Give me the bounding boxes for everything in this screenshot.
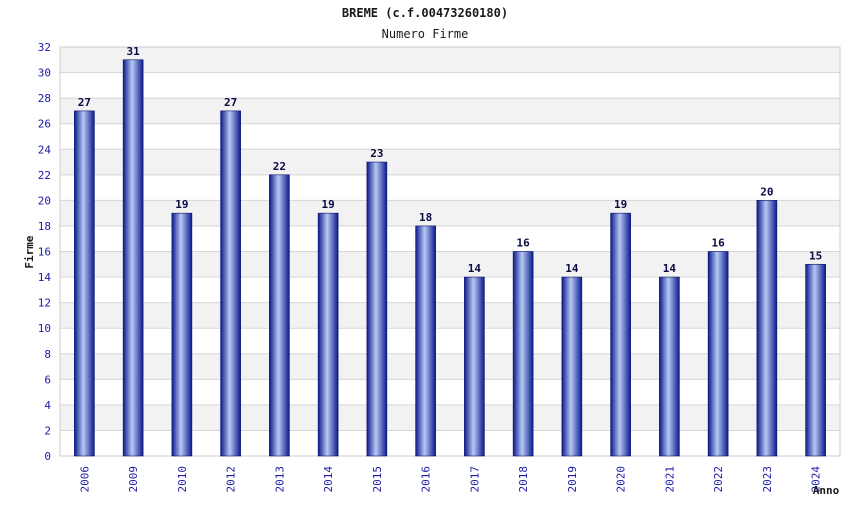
x-tick-label: 2017	[468, 466, 481, 493]
x-tick-label: 2010	[176, 466, 189, 493]
bar	[366, 161, 388, 457]
bar	[707, 251, 729, 457]
x-tick-label: 2012	[225, 466, 238, 493]
y-axis-label: Firme	[23, 235, 36, 268]
value-labels: 27 31 19 27 22 19 23 18 14 16 14 19 14 16 20 15	[78, 45, 823, 275]
x-tick-label: 2021	[663, 466, 676, 493]
x-tick-label: 2024	[810, 466, 823, 493]
x-tick-label: 2015	[371, 466, 384, 493]
y-tick-label: 10	[38, 322, 51, 335]
value-label: 23	[370, 147, 383, 160]
y-tick-label: 4	[44, 399, 51, 412]
y-tick-label: 28	[38, 92, 51, 105]
bar	[171, 212, 193, 457]
y-tick-label: 18	[38, 220, 51, 233]
chart-title: BREME (c.f.00473260180)	[342, 6, 508, 20]
value-label: 15	[809, 249, 822, 262]
y-tick-label: 14	[38, 271, 52, 284]
x-tick-label: 2013	[273, 466, 286, 493]
value-label: 14	[565, 262, 579, 275]
value-label: 18	[419, 211, 432, 224]
x-axis-ticks: 2006 2009 2010 2012 2013 2014 2015 2016 2017 2018…	[78, 466, 822, 493]
bar	[610, 212, 631, 457]
value-label: 16	[712, 237, 726, 250]
y-tick-label: 24	[38, 143, 52, 156]
value-label: 16	[517, 237, 531, 250]
value-label: 27	[78, 96, 91, 109]
bar	[74, 110, 95, 457]
bar	[512, 251, 534, 457]
grid-band	[60, 149, 840, 175]
value-label: 14	[468, 262, 482, 275]
value-label: 19	[322, 198, 335, 211]
bar	[659, 276, 680, 457]
bars	[74, 59, 826, 457]
bar	[269, 174, 290, 457]
value-label: 19	[175, 198, 188, 211]
bar	[561, 276, 583, 457]
x-tick-label: 2006	[78, 466, 91, 493]
x-tick-label: 2009	[127, 466, 140, 493]
x-tick-label: 2023	[761, 466, 774, 493]
y-tick-label: 32	[38, 41, 51, 54]
y-tick-label: 12	[38, 297, 51, 310]
y-tick-label: 8	[44, 348, 51, 361]
y-tick-label: 0	[44, 450, 51, 463]
y-tick-label: 16	[38, 246, 51, 259]
bar	[220, 110, 241, 457]
y-tick-label: 26	[38, 118, 51, 131]
value-label: 14	[663, 262, 677, 275]
value-label: 27	[224, 96, 237, 109]
plot-frame	[59, 46, 841, 457]
bar	[805, 263, 826, 457]
value-label: 20	[760, 185, 773, 198]
x-tick-label: 2020	[615, 466, 628, 493]
value-label: 31	[127, 45, 141, 58]
bar	[756, 200, 778, 457]
y-tick-label: 6	[44, 373, 51, 386]
value-label: 19	[614, 198, 627, 211]
y-tick-label: 30	[38, 67, 51, 80]
chart-subtitle: Numero Firme	[382, 27, 469, 41]
value-label: 22	[273, 160, 286, 173]
x-axis-label: Anno	[813, 484, 840, 497]
x-tick-label: 2022	[712, 466, 725, 493]
grid-band	[60, 98, 840, 124]
x-tick-label: 2016	[420, 466, 433, 493]
bar	[317, 212, 339, 457]
y-tick-label: 2	[44, 424, 51, 437]
y-tick-label: 22	[38, 169, 51, 182]
x-tick-label: 2014	[322, 466, 335, 493]
bar	[415, 225, 436, 457]
y-tick-label: 20	[38, 194, 51, 207]
x-tick-label: 2019	[566, 466, 579, 493]
bar	[122, 59, 144, 457]
x-tick-label: 2018	[517, 466, 530, 493]
bar	[464, 276, 485, 457]
grid-band	[60, 47, 840, 73]
